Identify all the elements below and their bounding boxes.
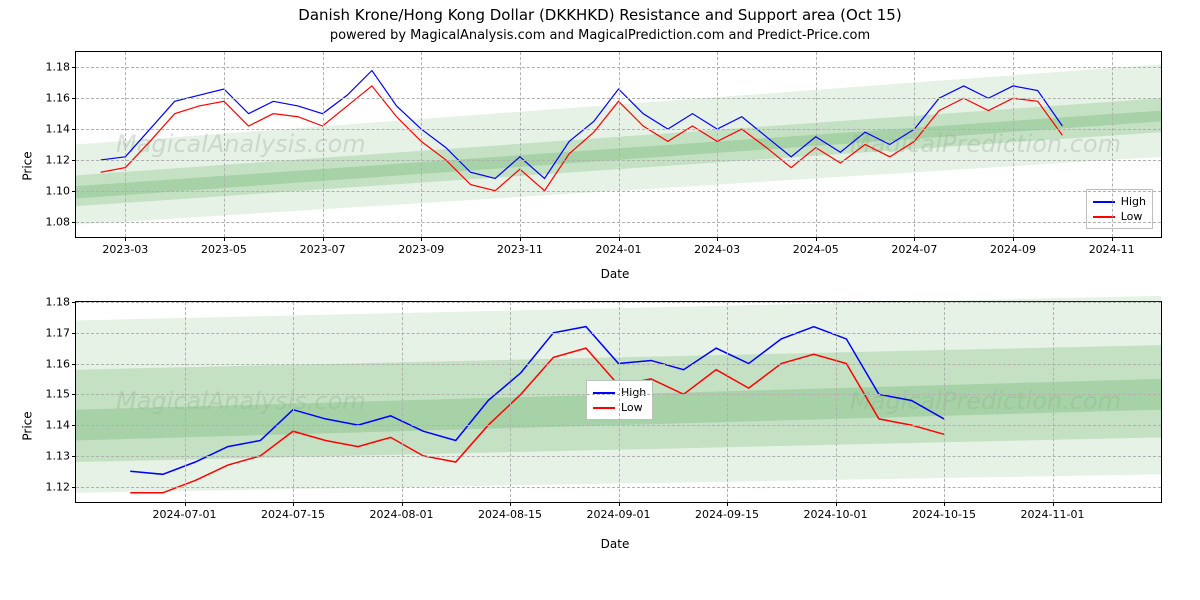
xtick-label: 2024-08-15: [478, 502, 542, 521]
xtick-label: 2023-03: [102, 237, 148, 256]
gridline-v: [125, 52, 126, 237]
xtick-label: 2024-10-01: [804, 502, 868, 521]
ytick-label: 1.18: [46, 61, 77, 74]
gridline-v: [619, 52, 620, 237]
xtick-label: 2023-05: [201, 237, 247, 256]
chart-top-container: Price MagicalAnalysis.com MagicalPredict…: [55, 51, 1175, 281]
legend-item: Low: [593, 400, 646, 415]
xtick-label: 2024-08-01: [370, 502, 434, 521]
legend-top: HighLow: [1086, 189, 1153, 229]
ytick-label: 1.16: [46, 92, 77, 105]
gridline-v: [717, 52, 718, 237]
gridline-v: [224, 52, 225, 237]
gridline-v: [619, 302, 620, 502]
xtick-label: 2023-11: [497, 237, 543, 256]
ytick-label: 1.08: [46, 215, 77, 228]
ytick-label: 1.16: [46, 357, 77, 370]
legend-bottom: High Low: [586, 380, 653, 420]
xtick-label: 2024-09: [990, 237, 1036, 256]
xlabel-top: Date: [601, 267, 630, 281]
gridline-v: [727, 302, 728, 502]
xtick-label: 2024-03: [694, 237, 740, 256]
gridline-v: [402, 302, 403, 502]
gridline-v: [520, 52, 521, 237]
ytick-label: 1.17: [46, 326, 77, 339]
xtick-label: 2023-07: [300, 237, 346, 256]
gridline-v: [1013, 52, 1014, 237]
ytick-label: 1.12: [46, 480, 77, 493]
chart-bottom-plot: MagicalAnalysis.com MagicalPrediction.co…: [75, 301, 1162, 503]
chart-bottom-container: Price MagicalAnalysis.com MagicalPredict…: [55, 301, 1175, 551]
xlabel-bottom: Date: [601, 537, 630, 551]
legend-item: High: [593, 385, 646, 400]
legend-item: High: [1093, 194, 1146, 209]
ytick-label: 1.14: [46, 123, 77, 136]
xtick-label: 2024-07-15: [261, 502, 325, 521]
legend-swatch: [593, 407, 615, 409]
gridline-v: [185, 302, 186, 502]
xtick-label: 2024-10-15: [912, 502, 976, 521]
legend-label: High: [1121, 195, 1146, 208]
gridline-v: [914, 52, 915, 237]
ytick-label: 1.12: [46, 153, 77, 166]
ylabel-bottom: Price: [21, 411, 35, 440]
ytick-label: 1.13: [46, 449, 77, 462]
gridline-v: [944, 302, 945, 502]
ylabel-top: Price: [21, 151, 35, 180]
gridline-v: [421, 52, 422, 237]
ytick-label: 1.15: [46, 388, 77, 401]
page-title: Danish Krone/Hong Kong Dollar (DKKHKD) R…: [0, 0, 1200, 24]
legend-label: Low: [621, 401, 643, 414]
gridline-v: [1112, 52, 1113, 237]
gridline-v: [836, 302, 837, 502]
page-subtitle: powered by MagicalAnalysis.com and Magic…: [0, 24, 1200, 45]
ytick-label: 1.14: [46, 419, 77, 432]
xtick-label: 2024-07-01: [153, 502, 217, 521]
gridline-v: [510, 302, 511, 502]
chart-top-plot: MagicalAnalysis.com MagicalPrediction.co…: [75, 51, 1162, 238]
gridline-v: [323, 52, 324, 237]
xtick-label: 2024-11-01: [1021, 502, 1085, 521]
xtick-label: 2024-01: [596, 237, 642, 256]
xtick-label: 2024-11: [1089, 237, 1135, 256]
gridline-v: [816, 52, 817, 237]
legend-label: High: [621, 386, 646, 399]
ytick-label: 1.10: [46, 184, 77, 197]
gridline-v: [293, 302, 294, 502]
page-root: Danish Krone/Hong Kong Dollar (DKKHKD) R…: [0, 0, 1200, 600]
xtick-label: 2024-09-01: [587, 502, 651, 521]
xtick-label: 2024-07: [891, 237, 937, 256]
xtick-label: 2024-09-15: [695, 502, 759, 521]
xtick-label: 2023-09: [398, 237, 444, 256]
gridline-v: [1053, 302, 1054, 502]
legend-swatch: [593, 392, 615, 394]
ytick-label: 1.18: [46, 296, 77, 309]
xtick-label: 2024-05: [793, 237, 839, 256]
